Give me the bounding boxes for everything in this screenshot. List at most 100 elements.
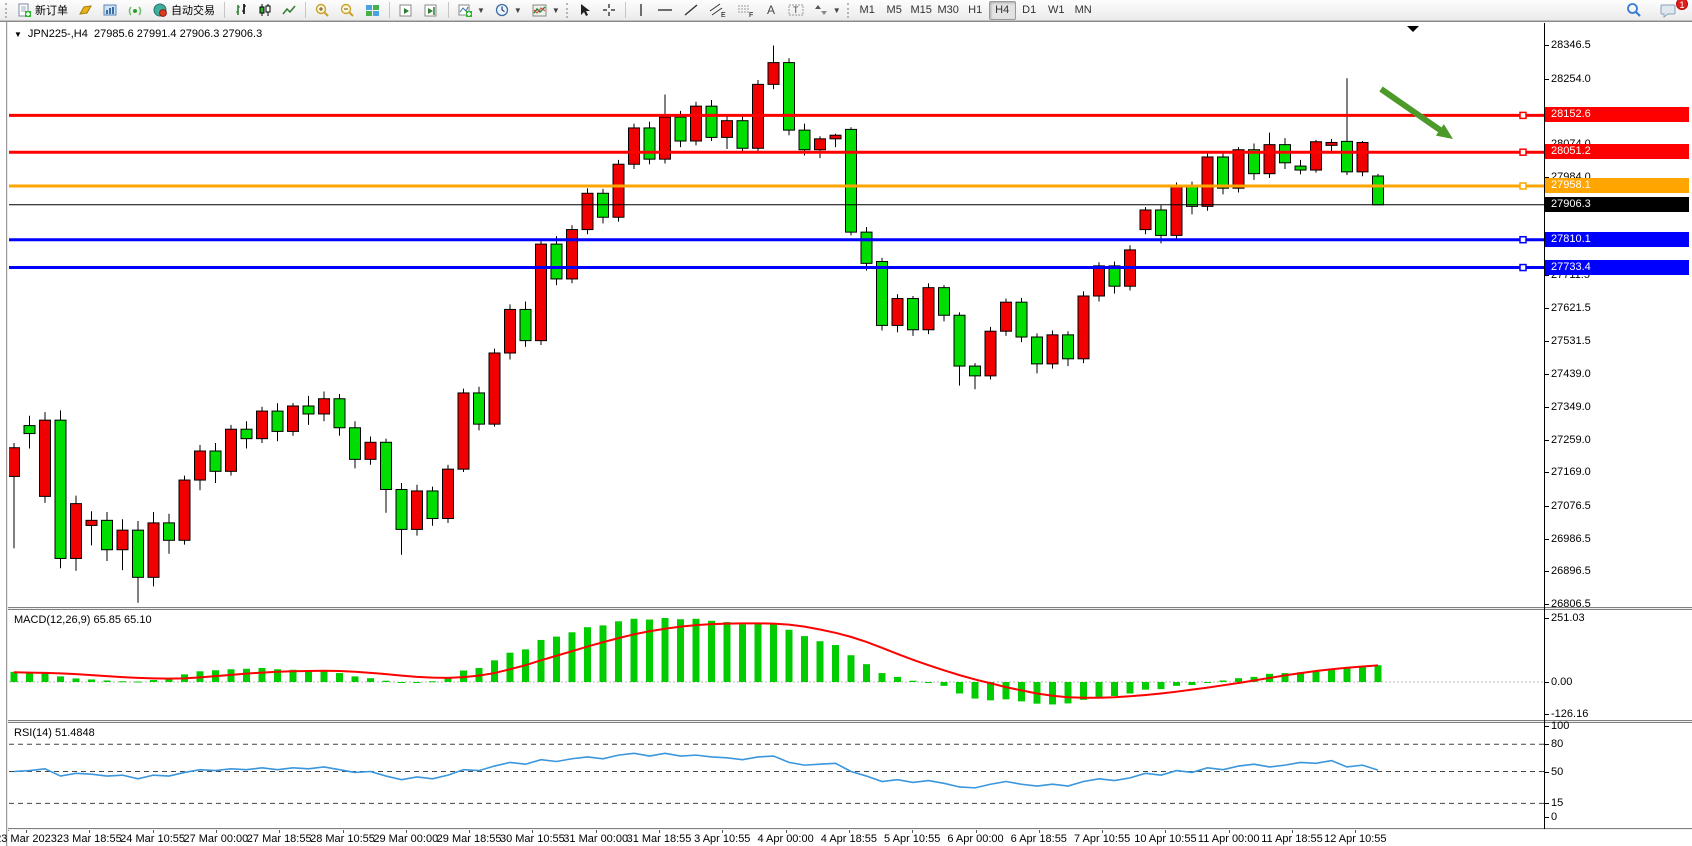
auto-scroll-button[interactable] bbox=[394, 1, 419, 20]
text-button[interactable]: A bbox=[760, 1, 783, 20]
notifications-button[interactable]: 1 bbox=[1655, 0, 1688, 20]
line-handle[interactable] bbox=[1519, 182, 1527, 190]
market-watch-icon bbox=[79, 4, 92, 15]
collapse-triangle-icon[interactable]: ▼ bbox=[14, 30, 22, 39]
timeframe-m5-button[interactable]: M5 bbox=[886, 4, 902, 16]
auto-scroll-icon bbox=[399, 4, 412, 16]
time-tick-label: 24 Mar 10:55 bbox=[120, 833, 186, 845]
autotrading-button[interactable]: 自动交易 bbox=[148, 1, 220, 20]
timeframe-h1-button[interactable]: H1 bbox=[968, 4, 983, 16]
time-tick-mark bbox=[912, 830, 914, 833]
macd-panel[interactable] bbox=[9, 610, 1544, 720]
rsi-panel[interactable] bbox=[9, 723, 1544, 828]
tile-windows-button[interactable] bbox=[360, 1, 385, 20]
horizontal-price-lines[interactable] bbox=[9, 111, 1544, 272]
timeframe-d1-button[interactable]: D1 bbox=[1022, 4, 1037, 16]
equidistant-channel-button[interactable]: E bbox=[704, 1, 732, 20]
time-tick-label: 6 Apr 00:00 bbox=[947, 833, 1004, 845]
timeframe-w1-button[interactable]: W1 bbox=[1047, 4, 1065, 16]
price-tick-mark bbox=[1544, 472, 1549, 474]
line-handle[interactable] bbox=[1519, 263, 1527, 272]
templates-dropdown-button[interactable]: ▼ bbox=[527, 1, 565, 20]
macd-histogram bbox=[10, 618, 1382, 705]
timeframe-mn-button[interactable]: MN bbox=[1074, 4, 1092, 16]
time-tick-label: 5 Apr 10:55 bbox=[884, 833, 941, 845]
main-price-chart[interactable] bbox=[9, 23, 1544, 607]
signals-button[interactable] bbox=[123, 1, 148, 20]
chart-shift-button[interactable] bbox=[419, 1, 444, 20]
price-tick-mark bbox=[1544, 45, 1549, 46]
horizontal-line-button[interactable] bbox=[652, 1, 678, 20]
periods-dropdown-button[interactable]: ▼ bbox=[490, 1, 527, 20]
time-tick-mark bbox=[848, 830, 850, 833]
zoom-out-icon bbox=[340, 3, 354, 17]
market-watch-button[interactable] bbox=[73, 1, 98, 20]
time-tick-mark bbox=[26, 830, 27, 833]
text-icon: A bbox=[767, 3, 775, 17]
time-axis[interactable]: 23 Mar 2023 23 Mar 18:55 24 Mar 10:55 27 Ma… bbox=[0, 830, 1692, 846]
price-tick-label: 26806.5 bbox=[1551, 598, 1591, 610]
price-tick-label: 26896.5 bbox=[1551, 565, 1591, 578]
cursor-button[interactable] bbox=[573, 1, 597, 20]
panel-separator[interactable] bbox=[8, 720, 1692, 723]
toolbar-separator bbox=[448, 2, 449, 18]
new-order-label: 新订单 bbox=[35, 5, 68, 17]
vertical-line-button[interactable] bbox=[630, 1, 652, 20]
panel-separator[interactable] bbox=[8, 607, 1692, 610]
arrow-objects-icon bbox=[814, 5, 827, 15]
crosshair-button[interactable] bbox=[597, 1, 621, 20]
chart-shift-marker[interactable] bbox=[1407, 26, 1419, 32]
candlestick-mode-button[interactable] bbox=[253, 1, 277, 20]
time-tick-label: 3 Apr 10:55 bbox=[694, 833, 751, 845]
toolbar-separator bbox=[624, 2, 626, 18]
timeframe-m1-button[interactable]: M1 bbox=[859, 4, 875, 16]
time-tick-mark bbox=[1292, 830, 1293, 833]
fibonacci-button[interactable]: F bbox=[732, 1, 760, 20]
line-handle[interactable] bbox=[1519, 148, 1527, 156]
bar-chart-icon bbox=[236, 4, 246, 15]
timeframe-h4-button[interactable]: H4 bbox=[988, 0, 1016, 20]
toolbar-right-group: 1 bbox=[1621, 0, 1688, 20]
price-tick-label: 27076.5 bbox=[1551, 499, 1591, 512]
time-tick-label: 28 Mar 10:55 bbox=[310, 833, 375, 845]
equidistant-channel-icon: E bbox=[709, 3, 726, 18]
arrows-dropdown-button[interactable]: ▼ bbox=[809, 1, 846, 20]
time-tick-label: 29 Mar 00:00 bbox=[373, 833, 439, 845]
fibonacci-icon: F bbox=[737, 5, 753, 18]
search-button[interactable] bbox=[1621, 1, 1647, 20]
timeframe-m30-button[interactable]: M30 bbox=[937, 4, 959, 16]
line-handle[interactable] bbox=[1519, 235, 1527, 244]
price-tick-label: 26986.5 bbox=[1551, 532, 1591, 545]
timeframe-m15-button[interactable]: M15 bbox=[910, 4, 932, 16]
time-tick-mark bbox=[1102, 830, 1104, 833]
charts-button[interactable] bbox=[98, 1, 123, 20]
time-tick-mark bbox=[152, 830, 154, 833]
macd-tick-mark bbox=[1544, 714, 1549, 716]
time-tick-label: 27 Mar 18:55 bbox=[246, 833, 312, 845]
new-order-icon bbox=[18, 3, 31, 17]
bar-chart-mode-button[interactable] bbox=[229, 1, 253, 20]
time-tick-label: 30 Mar 10:55 bbox=[499, 833, 565, 845]
hline-price-label: 27733.4 bbox=[1545, 259, 1689, 275]
text-label-button[interactable]: T bbox=[783, 1, 809, 20]
rsi-tick-label: 0 bbox=[1551, 811, 1558, 823]
hline-price-label: 27810.1 bbox=[1545, 231, 1689, 247]
zoom-in-button[interactable] bbox=[310, 1, 335, 20]
macd-tick-label: 0.00 bbox=[1551, 676, 1573, 688]
line-handle[interactable] bbox=[1519, 111, 1527, 120]
trendline-button[interactable] bbox=[678, 1, 704, 20]
zoom-out-button[interactable] bbox=[335, 1, 360, 20]
new-order-button[interactable]: 新订单 bbox=[12, 1, 73, 20]
time-tick-mark bbox=[89, 830, 91, 833]
chart-template-icon bbox=[532, 4, 547, 16]
horizontal-line-icon bbox=[657, 9, 672, 11]
text-label-icon: T bbox=[788, 4, 804, 16]
arrow-annotation[interactable] bbox=[1379, 86, 1447, 136]
line-chart-mode-button[interactable] bbox=[277, 1, 301, 20]
price-tick-mark bbox=[1544, 571, 1549, 573]
rsi-indicator-label: RSI(14) 51.4848 bbox=[14, 727, 95, 739]
hline-price-label: 28051.2 bbox=[1545, 144, 1689, 160]
current-price-label: 27906.3 bbox=[1545, 196, 1689, 212]
indicators-dropdown-button[interactable]: ▼ bbox=[453, 1, 490, 20]
